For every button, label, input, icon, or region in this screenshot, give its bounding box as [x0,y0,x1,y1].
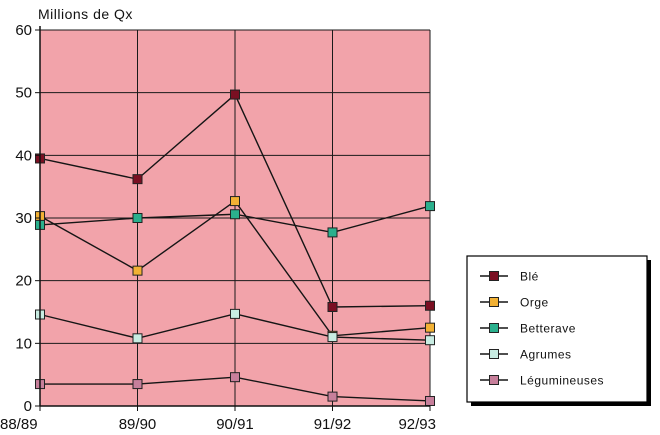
y-tick-label: 30 [15,210,32,227]
data-point [425,322,435,333]
data-point [327,332,338,343]
y-tick-label: 10 [15,335,32,352]
data-point [425,395,435,406]
data-point [425,335,435,346]
axes: 0 10 20 30 40 50 60 88/89 89/90 90/91 91/92 92/93 [0,22,436,433]
x-tick-label: 92/93 [398,416,436,433]
legend-item: Betterave [480,322,576,336]
data-point [425,201,435,212]
data-point [327,301,338,312]
data-point [132,379,143,390]
data-point [425,300,435,311]
y-tick-label: 40 [15,147,32,164]
x-tick-label: 91/92 [314,416,352,433]
legend-item: Agrumes [480,348,572,362]
legend: Blé Orge Betterave Agrumes Légumineuses [466,255,651,406]
y-tick-label: 60 [15,22,32,39]
data-point [132,333,143,344]
data-point [132,213,143,223]
legend-item: Légumineuses [480,374,604,388]
y-axis-label: Millions de Qx [38,6,133,22]
x-tick-label: 88/89 [0,416,38,433]
legend-swatch [489,297,499,307]
legend-swatch [489,349,499,359]
data-point [230,209,240,220]
data-point [327,391,338,402]
series-group [35,89,435,406]
legend-item: Blé [480,270,539,284]
series-3 [35,308,435,346]
data-point [230,196,240,207]
legend-label: Blé [520,270,539,284]
legend-item: Orge [480,296,549,310]
data-point [230,308,240,319]
data-point [132,265,143,276]
x-tick-label: 89/90 [119,416,157,433]
data-point [230,89,240,100]
legend-label: Orge [520,296,549,310]
x-tick-label: 90/91 [216,416,254,433]
legend-swatch [489,323,499,333]
legend-label: Agrumes [520,348,572,362]
legend-label: Betterave [520,322,576,336]
legend-label: Légumineuses [520,374,604,388]
legend-swatch [489,271,499,281]
y-tick-label: 50 [15,85,32,102]
y-tick-label: 0 [24,398,32,415]
data-point [230,372,240,383]
y-tick-label: 20 [15,273,32,290]
data-point [132,174,143,185]
data-point [327,227,338,238]
legend-swatch [489,375,499,385]
